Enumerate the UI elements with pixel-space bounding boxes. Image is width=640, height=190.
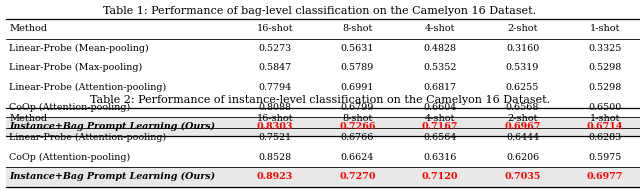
Text: 0.7521: 0.7521 — [259, 133, 291, 142]
Text: 0.6568: 0.6568 — [506, 103, 540, 112]
Text: 0.6206: 0.6206 — [506, 153, 539, 162]
Bar — [6, 117, 640, 136]
Text: Table 2: Performance of instance-level classification on the Camelyon 16 Dataset: Table 2: Performance of instance-level c… — [90, 95, 550, 105]
Text: 0.6714: 0.6714 — [587, 122, 623, 131]
Text: Linear-Probe (Attention-pooling): Linear-Probe (Attention-pooling) — [9, 133, 166, 142]
Text: 1-shot: 1-shot — [590, 24, 620, 33]
Text: Linear-Probe (Attention-pooling): Linear-Probe (Attention-pooling) — [9, 83, 166, 92]
Text: 0.5273: 0.5273 — [259, 44, 291, 53]
Text: Linear-Probe (Mean-pooling): Linear-Probe (Mean-pooling) — [9, 44, 148, 53]
Text: 0.4828: 0.4828 — [424, 44, 456, 53]
Text: 4-shot: 4-shot — [425, 114, 455, 123]
Text: 0.5975: 0.5975 — [588, 153, 622, 162]
Text: 0.6316: 0.6316 — [423, 153, 457, 162]
Text: 0.8923: 0.8923 — [257, 172, 293, 181]
Text: 0.5298: 0.5298 — [589, 83, 621, 92]
Text: 0.8088: 0.8088 — [259, 103, 291, 112]
Text: 0.6255: 0.6255 — [506, 83, 540, 92]
Text: 0.6624: 0.6624 — [341, 153, 374, 162]
Text: 0.7035: 0.7035 — [504, 172, 541, 181]
Text: 0.5319: 0.5319 — [506, 63, 540, 72]
Text: 0.6991: 0.6991 — [340, 83, 374, 92]
Text: 1-shot: 1-shot — [590, 114, 620, 123]
Text: 0.6766: 0.6766 — [340, 133, 374, 142]
Text: 2-shot: 2-shot — [508, 24, 538, 33]
Text: 8-shot: 8-shot — [342, 24, 372, 33]
Text: 0.5789: 0.5789 — [341, 63, 374, 72]
Text: 4-shot: 4-shot — [425, 24, 455, 33]
Text: 0.6283: 0.6283 — [589, 133, 621, 142]
Text: Table 1: Performance of bag-level classification on the Camelyon 16 Dataset.: Table 1: Performance of bag-level classi… — [104, 6, 536, 16]
Text: Method: Method — [9, 114, 47, 123]
Text: Instance+Bag Prompt Learning (Ours): Instance+Bag Prompt Learning (Ours) — [9, 122, 215, 131]
Text: CoOp (Attention-pooling): CoOp (Attention-pooling) — [9, 153, 130, 162]
Text: Method: Method — [9, 24, 47, 33]
Text: 2-shot: 2-shot — [508, 114, 538, 123]
Text: 0.7794: 0.7794 — [259, 83, 291, 92]
Text: 0.3160: 0.3160 — [506, 44, 539, 53]
Text: Linear-Probe (Max-pooling): Linear-Probe (Max-pooling) — [9, 63, 142, 73]
Text: 0.7270: 0.7270 — [339, 172, 376, 181]
Text: 0.6967: 0.6967 — [504, 122, 541, 131]
Text: 0.6817: 0.6817 — [424, 83, 456, 92]
Text: 0.8303: 0.8303 — [257, 122, 293, 131]
Text: 8-shot: 8-shot — [342, 114, 372, 123]
Text: 0.7120: 0.7120 — [422, 172, 458, 181]
Text: Instance+Bag Prompt Learning (Ours): Instance+Bag Prompt Learning (Ours) — [9, 172, 215, 181]
Text: 0.7266: 0.7266 — [339, 122, 376, 131]
Bar — [6, 167, 640, 187]
Text: 0.6500: 0.6500 — [589, 103, 621, 112]
Text: 0.8528: 0.8528 — [259, 153, 291, 162]
Text: 0.5298: 0.5298 — [589, 63, 621, 72]
Text: 0.7167: 0.7167 — [422, 122, 458, 131]
Text: 0.6977: 0.6977 — [587, 172, 623, 181]
Text: 16-shot: 16-shot — [257, 114, 293, 123]
Text: 0.6799: 0.6799 — [340, 103, 374, 112]
Text: 0.5847: 0.5847 — [259, 63, 291, 72]
Text: 0.6564: 0.6564 — [423, 133, 457, 142]
Text: 0.6604: 0.6604 — [424, 103, 456, 112]
Text: 0.3325: 0.3325 — [588, 44, 622, 53]
Text: CoOp (Attention-pooling): CoOp (Attention-pooling) — [9, 102, 130, 112]
Text: 0.6444: 0.6444 — [506, 133, 539, 142]
Text: 0.5631: 0.5631 — [340, 44, 374, 53]
Text: 16-shot: 16-shot — [257, 24, 293, 33]
Text: 0.5352: 0.5352 — [423, 63, 457, 72]
